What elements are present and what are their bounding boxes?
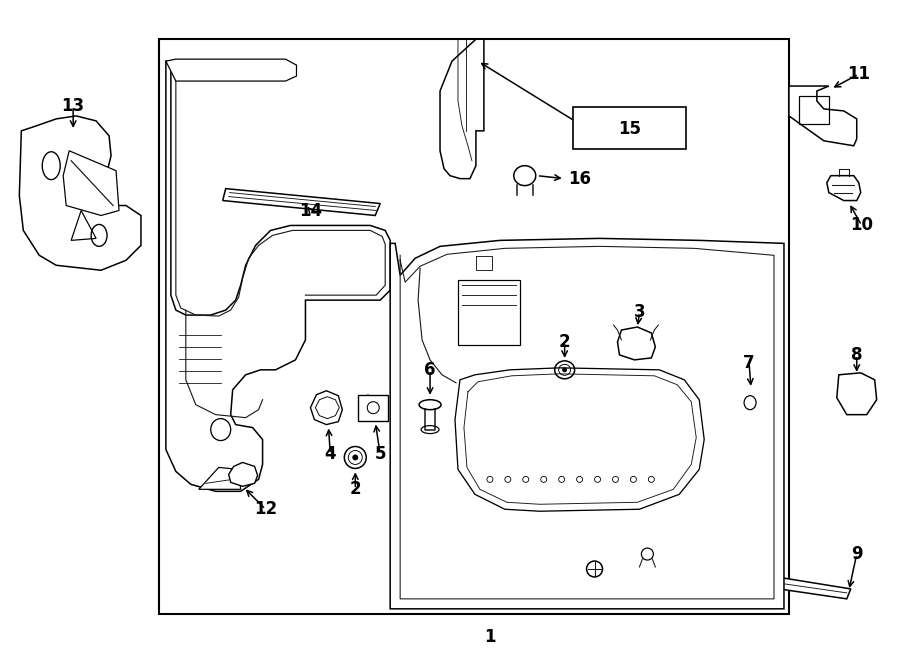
Polygon shape: [455, 368, 704, 511]
Polygon shape: [310, 391, 342, 424]
Text: 16: 16: [568, 170, 591, 188]
Text: 4: 4: [325, 446, 337, 463]
Text: 11: 11: [847, 65, 870, 83]
Text: 5: 5: [374, 446, 386, 463]
Text: 13: 13: [61, 97, 85, 115]
Text: 6: 6: [424, 361, 436, 379]
Polygon shape: [837, 373, 877, 414]
Polygon shape: [617, 327, 655, 360]
Bar: [159, 39, 789, 614]
Text: 12: 12: [254, 500, 277, 518]
Polygon shape: [222, 188, 380, 215]
Polygon shape: [229, 463, 257, 486]
Text: 2: 2: [349, 481, 361, 498]
Polygon shape: [440, 39, 484, 178]
Bar: [799, 96, 829, 124]
Bar: [358, 395, 388, 420]
Polygon shape: [391, 239, 784, 609]
Polygon shape: [166, 61, 391, 491]
Polygon shape: [199, 467, 240, 489]
Text: 1: 1: [484, 628, 496, 646]
Polygon shape: [789, 86, 857, 146]
Polygon shape: [678, 562, 850, 599]
Polygon shape: [71, 210, 96, 241]
Polygon shape: [166, 59, 296, 81]
Text: 8: 8: [851, 346, 862, 364]
Ellipse shape: [353, 455, 358, 460]
Polygon shape: [827, 176, 860, 200]
Text: 7: 7: [743, 354, 755, 372]
Text: 14: 14: [299, 202, 322, 219]
Ellipse shape: [562, 368, 567, 372]
Polygon shape: [737, 388, 779, 420]
Polygon shape: [63, 151, 119, 215]
Polygon shape: [315, 397, 339, 418]
Text: 3: 3: [634, 303, 645, 321]
Polygon shape: [458, 280, 520, 345]
Text: 2: 2: [559, 333, 571, 351]
Polygon shape: [19, 116, 141, 270]
Text: 9: 9: [850, 545, 862, 563]
Text: 15: 15: [618, 120, 641, 138]
Text: 10: 10: [850, 216, 873, 235]
